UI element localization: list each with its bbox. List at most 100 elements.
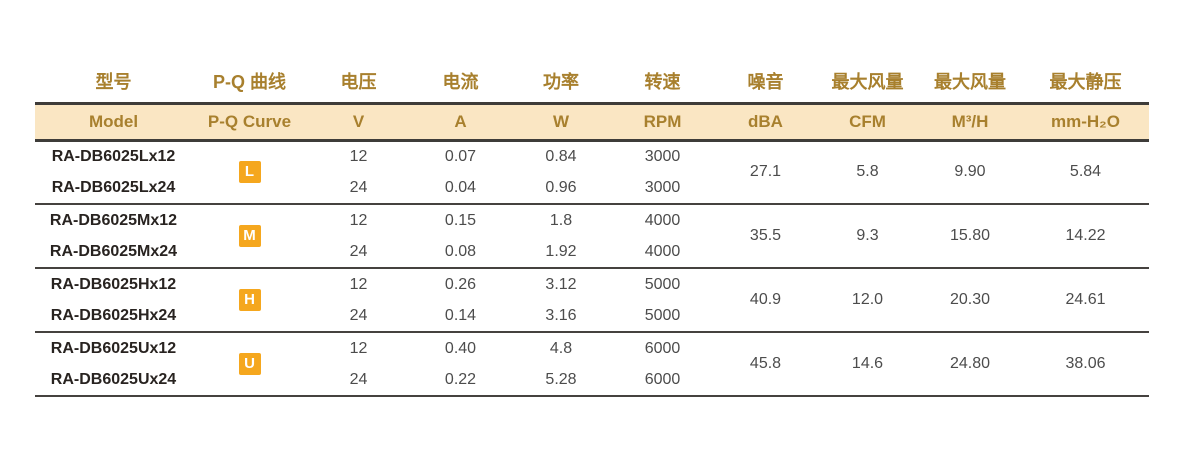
col-header-airflow-m3h-unit: M³/H [918,101,1022,142]
static-pressure-cell: 5.84 [1022,140,1149,205]
table-row: RA-DB6025Lx24 24 0.04 0.96 3000 [35,172,1149,205]
col-header-static-pressure-unit: mm-H₂O [1022,101,1149,142]
model-cell: RA-DB6025Lx24 [35,172,192,205]
power-cell: 5.28 [511,364,611,397]
pq-curve-badge: U [238,353,261,375]
voltage-cell: 12 [349,275,368,293]
model-cell: RA-DB6025Lx12 [51,147,176,165]
table-row: RA-DB6025Hx24 24 0.14 3.16 5000 [35,300,1149,333]
current-cell: 0.08 [410,236,511,269]
pq-curve-badge: M [238,225,261,247]
col-header-speed-zh: 转速 [611,60,714,103]
noise-cell: 40.9 [714,268,817,333]
col-header-power-unit: W [511,101,611,142]
noise-cell: 27.1 [714,140,817,205]
power-cell: 3.12 [545,275,577,293]
table-row: RA-DB6025Mx24 24 0.08 1.92 4000 [35,236,1149,269]
table-row: RA-DB6025Ux24 24 0.22 5.28 6000 [35,364,1149,397]
voltage-cell: 12 [349,339,368,357]
col-header-power-zh: 功率 [511,60,611,103]
current-cell: 0.15 [444,211,477,229]
voltage-cell: 24 [307,172,410,205]
voltage-cell: 12 [349,147,368,165]
col-header-voltage-zh: 电压 [307,60,410,103]
table-row: RA-DB6025Ux12 U 12 0.40 4.8 6000 45.8 14… [35,332,1149,397]
col-header-max-static-pressure-zh: 最大静压 [1022,60,1149,103]
model-cell: RA-DB6025Ux12 [50,339,177,357]
cfm-cell: 5.8 [817,140,918,205]
col-header-model-en: Model [35,101,192,142]
current-cell: 0.14 [410,300,511,333]
model-cell: RA-DB6025Mx24 [35,236,192,269]
noise-cell: 35.5 [714,204,817,269]
m3h-cell: 9.90 [918,140,1022,205]
current-cell: 0.40 [444,339,477,357]
cfm-cell: 14.6 [817,332,918,397]
cfm-cell: 9.3 [817,204,918,269]
col-header-voltage-unit: V [307,101,410,142]
power-cell: 0.96 [511,172,611,205]
current-cell: 0.22 [410,364,511,397]
voltage-cell: 24 [307,364,410,397]
header-row-zh: 型号 P-Q 曲线 电压 电流 功率 转速 噪音 最大风量 最大风量 最大静压 [35,60,1149,103]
pq-curve-cell: M [192,204,307,269]
col-header-max-airflow-m3h-zh: 最大风量 [918,60,1022,103]
noise-cell: 45.8 [714,332,817,397]
col-header-speed-unit: RPM [611,101,714,142]
col-header-max-airflow-cfm-zh: 最大风量 [817,60,918,103]
voltage-cell: 12 [349,211,368,229]
col-header-model-zh: 型号 [35,60,192,103]
rpm-cell: 3000 [644,147,681,165]
power-cell: 3.16 [511,300,611,333]
model-cell: RA-DB6025Ux24 [35,364,192,397]
model-cell: RA-DB6025Mx12 [49,211,178,229]
pq-curve-cell: H [192,268,307,333]
rpm-cell: 4000 [611,236,714,269]
pq-curve-cell: U [192,332,307,397]
model-group-H: RA-DB6025Hx12 H 12 0.26 3.12 5000 40.9 1… [35,268,1149,333]
col-header-current-unit: A [410,101,511,142]
pq-curve-cell: L [192,140,307,205]
static-pressure-cell: 14.22 [1022,204,1149,269]
current-cell: 0.26 [444,275,477,293]
static-pressure-cell: 24.61 [1022,268,1149,333]
table-row: RA-DB6025Mx12 M 12 0.15 1.8 4000 35.5 9.… [35,204,1149,269]
voltage-cell: 24 [307,236,410,269]
fan-spec-table-container: 型号 P-Q 曲线 电压 电流 功率 转速 噪音 最大风量 最大风量 最大静压 … [35,60,1149,397]
header-row-en: Model P-Q Curve V A W RPM dBA CFM M³/H m… [35,101,1149,142]
model-cell: RA-DB6025Hx12 [50,275,177,293]
m3h-cell: 20.30 [918,268,1022,333]
power-cell: 0.84 [545,147,577,165]
col-header-noise-unit: dBA [714,101,817,142]
pq-curve-badge: H [238,289,261,311]
table-row: RA-DB6025Lx12 L 12 0.07 0.84 3000 27.1 5… [35,140,1149,205]
rpm-cell: 5000 [611,300,714,333]
rpm-cell: 6000 [644,339,681,357]
power-cell: 1.8 [549,211,573,229]
m3h-cell: 24.80 [918,332,1022,397]
col-header-current-zh: 电流 [410,60,511,103]
rpm-cell: 3000 [611,172,714,205]
power-cell: 1.92 [511,236,611,269]
rpm-cell: 5000 [644,275,681,293]
current-cell: 0.04 [410,172,511,205]
m3h-cell: 15.80 [918,204,1022,269]
current-cell: 0.07 [444,147,477,165]
col-header-noise-zh: 噪音 [714,60,817,103]
pq-curve-badge: L [238,161,261,184]
voltage-cell: 24 [307,300,410,333]
power-cell: 4.8 [549,339,573,357]
model-group-M: RA-DB6025Mx12 M 12 0.15 1.8 4000 35.5 9.… [35,204,1149,269]
static-pressure-cell: 38.06 [1022,332,1149,397]
model-cell: RA-DB6025Hx24 [35,300,192,333]
col-header-pq-curve-zh: P-Q 曲线 [192,60,307,103]
rpm-cell: 6000 [611,364,714,397]
model-group-U: RA-DB6025Ux12 U 12 0.40 4.8 6000 45.8 14… [35,332,1149,397]
rpm-cell: 4000 [644,211,681,229]
table-row: RA-DB6025Hx12 H 12 0.26 3.12 5000 40.9 1… [35,268,1149,333]
fan-spec-table: 型号 P-Q 曲线 电压 电流 功率 转速 噪音 最大风量 最大风量 最大静压 … [35,60,1149,397]
col-header-pq-curve-en: P-Q Curve [192,101,307,142]
col-header-airflow-cfm-unit: CFM [817,101,918,142]
cfm-cell: 12.0 [817,268,918,333]
model-group-L: RA-DB6025Lx12 L 12 0.07 0.84 3000 27.1 5… [35,140,1149,205]
